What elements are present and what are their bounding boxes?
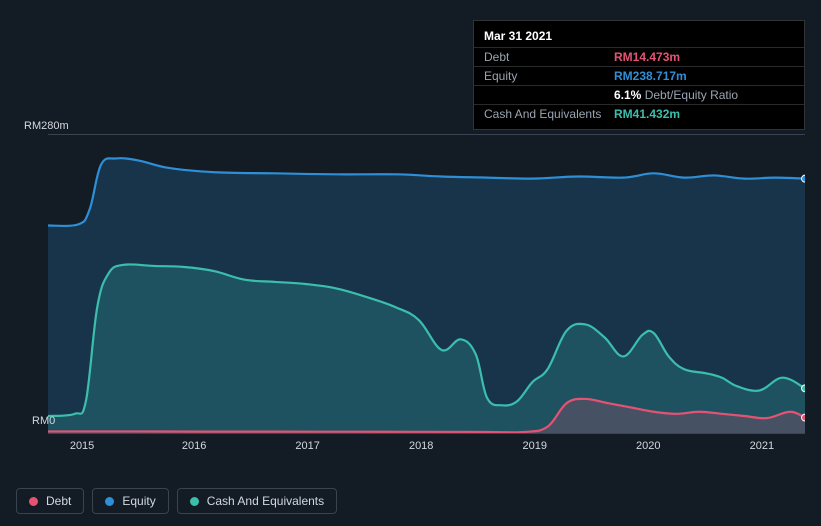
tooltip-value: RM238.717m bbox=[614, 69, 687, 83]
legend-item-debt[interactable]: Debt bbox=[16, 488, 84, 514]
chart-svg bbox=[48, 135, 805, 433]
tooltip-row-debt: Debt RM14.473m bbox=[474, 47, 804, 66]
tooltip-label: Debt bbox=[484, 50, 614, 64]
area-chart[interactable]: RM280m RM0 2015 2016 2017 2018 2019 2020 2021 bbox=[16, 120, 805, 458]
chart-legend: Debt Equity Cash And Equivalents bbox=[16, 488, 337, 514]
y-axis-max-label: RM280m bbox=[24, 120, 805, 132]
x-tick-label: 2016 bbox=[182, 440, 206, 452]
legend-item-cash[interactable]: Cash And Equivalents bbox=[177, 488, 337, 514]
tooltip-row-equity: Equity RM238.717m bbox=[474, 66, 804, 85]
y-axis-min-label: RM0 bbox=[32, 415, 55, 427]
x-axis: 2015 2016 2017 2018 2019 2020 2021 bbox=[48, 434, 805, 458]
tooltip-label: Equity bbox=[484, 69, 614, 83]
legend-dot-icon bbox=[29, 497, 38, 506]
tooltip-value: RM14.473m bbox=[614, 50, 680, 64]
ratio-pct: 6.1% bbox=[614, 88, 641, 102]
tooltip-label bbox=[484, 88, 614, 102]
ratio-text: Debt/Equity Ratio bbox=[645, 88, 738, 102]
x-tick-label: 2017 bbox=[295, 440, 319, 452]
legend-item-equity[interactable]: Equity bbox=[92, 488, 168, 514]
legend-label: Debt bbox=[46, 494, 71, 508]
tooltip-value: 6.1% Debt/Equity Ratio bbox=[614, 88, 738, 102]
chart-tooltip: Mar 31 2021 Debt RM14.473m Equity RM238.… bbox=[473, 20, 805, 130]
legend-dot-icon bbox=[105, 497, 114, 506]
legend-label: Cash And Equivalents bbox=[207, 494, 324, 508]
tooltip-label: Cash And Equivalents bbox=[484, 107, 614, 121]
legend-label: Equity bbox=[122, 494, 155, 508]
legend-dot-icon bbox=[190, 497, 199, 506]
x-tick-label: 2015 bbox=[70, 440, 94, 452]
equity-end-marker bbox=[802, 175, 806, 182]
tooltip-value: RM41.432m bbox=[614, 107, 680, 121]
chart-plot-area[interactable] bbox=[48, 134, 805, 434]
cash-end-marker bbox=[802, 385, 806, 392]
x-tick-label: 2019 bbox=[523, 440, 547, 452]
tooltip-row-ratio: 6.1% Debt/Equity Ratio bbox=[474, 85, 804, 104]
tooltip-date: Mar 31 2021 bbox=[474, 27, 804, 47]
debt-end-marker bbox=[802, 414, 806, 421]
x-tick-label: 2018 bbox=[409, 440, 433, 452]
x-tick-label: 2021 bbox=[750, 440, 774, 452]
x-tick-label: 2020 bbox=[636, 440, 660, 452]
